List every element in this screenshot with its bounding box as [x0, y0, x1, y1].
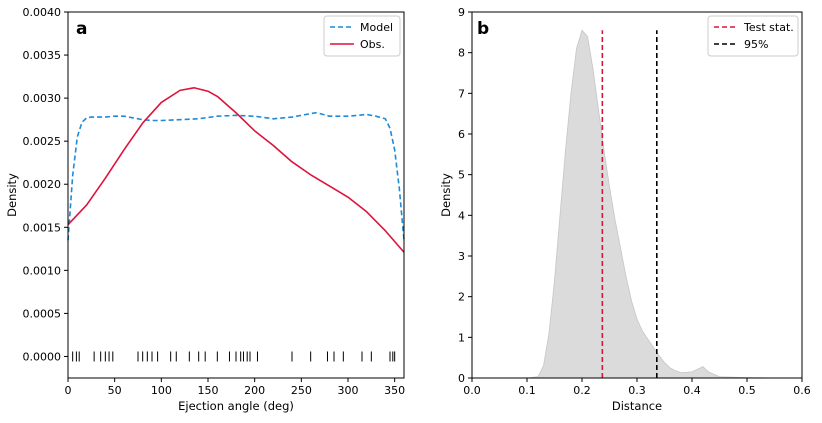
panel-a-xlabel: Ejection angle (deg): [178, 399, 294, 413]
panel-b-ytick-label: 6: [458, 128, 465, 141]
panel-b-ytick-label: 4: [458, 209, 465, 222]
series-model-line: [67, 111, 405, 241]
density-area: [526, 29, 775, 379]
panel-a-xtick-label: 350: [384, 384, 405, 397]
panel-b-xtick-label: 0.2: [573, 384, 591, 397]
panel-b-ytick-label: 9: [458, 6, 465, 19]
panel-a-ytick-label: 0.0010: [23, 264, 62, 277]
panel-a-label: a: [76, 19, 87, 39]
legend-95-label: 95%: [744, 38, 768, 51]
panel-b-label: b: [477, 19, 489, 39]
panel-b: 0.0 0.1 0.2 0.3 0.4 0.5 0.6 0 1 2 3 4 5 6 7 8 9 b Distan…: [439, 6, 811, 413]
panel-b-xtick-label: 0.6: [793, 384, 811, 397]
panel-a-xtick-label: 200: [244, 384, 265, 397]
panel-a-ytick-label: 0.0015: [23, 221, 62, 234]
panel-b-ytick-label: 1: [458, 331, 465, 344]
panel-a-frame: [67, 11, 405, 379]
panel-a-xtick-label: 50: [108, 384, 122, 397]
panel-b-legend-box: [707, 15, 799, 57]
panel-a-xtick-label: 250: [291, 384, 312, 397]
panel-b-legend: Test stat. 95%: [707, 15, 799, 57]
panel-a-plot-area: [68, 12, 404, 378]
legend-model-label: Model: [360, 21, 393, 34]
panel-a-xtick-label: 0: [65, 384, 72, 397]
panel-b-ytick-label: 8: [458, 47, 465, 60]
panel-b-ytick-label: 5: [458, 169, 465, 182]
series-obs-line: [67, 86, 405, 253]
panel-b-xlabel: Distance: [612, 399, 662, 413]
panel-b-xtick-label: 0.1: [518, 384, 536, 397]
panel-b-xtick-label: 0.5: [738, 384, 756, 397]
panel-b-xtick-label: 0.4: [683, 384, 701, 397]
panel-b-ytick-label: 0: [458, 372, 465, 385]
panel-a-xtick-label: 100: [151, 384, 172, 397]
panel-b-ylabel: Density: [439, 173, 453, 217]
panel-b-ytick-label: 2: [458, 291, 465, 304]
panel-a-ytick-label: 0.0000: [23, 350, 62, 363]
panel-a-ytick-label: 0.0020: [23, 178, 62, 191]
panel-a-legend-box: [323, 15, 401, 57]
panel-a-ylabel: Density: [5, 173, 19, 217]
panel-a: 0 50 100 150 200 250 300 350 0.0000 0.0005 0.0010 0…: [5, 6, 405, 413]
panel-b-ytick-label: 7: [458, 87, 465, 100]
panel-b-plot-area: [472, 12, 802, 378]
panel-a-legend: Model Obs.: [323, 15, 401, 57]
panel-a-xtick-label: 150: [198, 384, 219, 397]
legend-obs-label: Obs.: [360, 38, 385, 51]
legend-test-stat-label: Test stat.: [743, 21, 794, 34]
panel-a-ytick-label: 0.0030: [23, 92, 62, 105]
panel-a-ytick-label: 0.0040: [23, 6, 62, 19]
panel-b-xtick-label: 0.0: [463, 384, 481, 397]
panel-a-ytick-label: 0.0025: [23, 135, 62, 148]
panel-a-ytick-label: 0.0035: [23, 49, 62, 62]
panel-b-ytick-label: 3: [458, 250, 465, 263]
panel-a-ytick-label: 0.0005: [23, 307, 62, 320]
panel-b-xtick-label: 0.3: [628, 384, 646, 397]
panel-a-xtick-label: 300: [338, 384, 359, 397]
